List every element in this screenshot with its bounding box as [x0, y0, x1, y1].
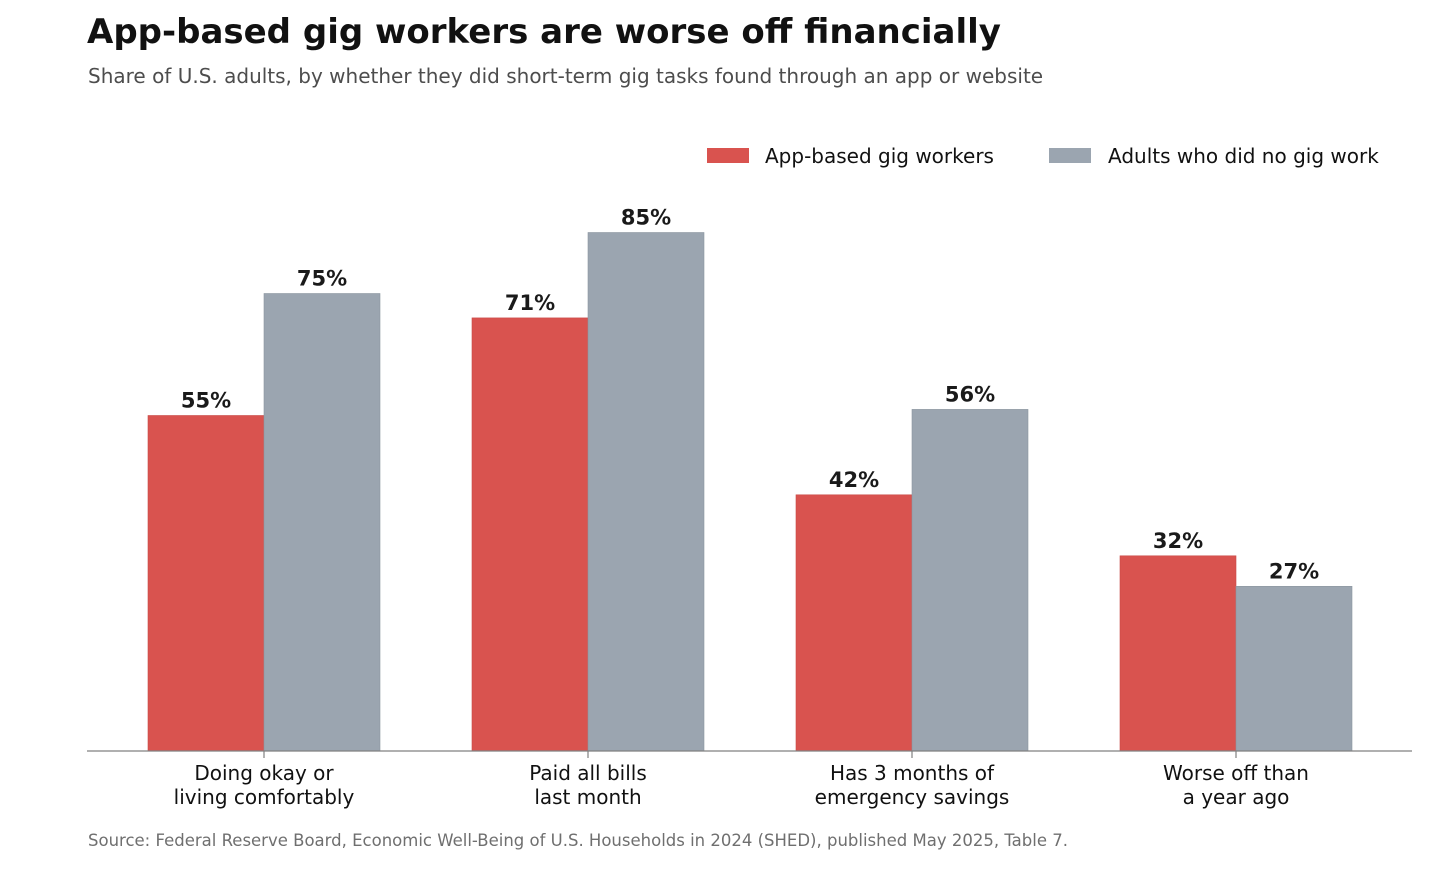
source-note: Source: Federal Reserve Board, Economic … [88, 831, 1068, 850]
x-tick-label-1: Paid all bills last month [529, 761, 647, 809]
data-label-no-gig-2: 56% [945, 382, 995, 406]
data-label-gig-2: 42% [829, 468, 879, 492]
x-tick-label-0: Doing okay or living comfortably [174, 761, 355, 809]
bar-no-gig-2 [911, 409, 1029, 752]
data-labels-group: 55% 71% 42% 32% 75% 85% 56% 27% [181, 206, 1319, 584]
legend: App-based gig workers Adults who did no g… [707, 144, 1379, 168]
data-label-no-gig-0: 75% [297, 267, 347, 291]
x-tick-label-2: Has 3 months of emergency savings [815, 761, 1010, 809]
legend-label-no-gig: Adults who did no gig work [1108, 144, 1379, 168]
x-tick-label-3: Worse off than a year ago [1163, 761, 1309, 809]
data-label-gig-3: 32% [1153, 529, 1203, 553]
legend-swatch-gig [707, 148, 749, 163]
chart-title: App-based gig workers are worse off fina… [87, 12, 1001, 52]
data-label-gig-0: 55% [181, 389, 231, 413]
data-label-gig-1: 71% [505, 291, 555, 315]
bar-no-gig-3 [1235, 585, 1353, 752]
bar-gig-1 [471, 317, 589, 752]
data-label-no-gig-3: 27% [1269, 559, 1319, 583]
bar-gig-0 [147, 415, 265, 752]
legend-swatch-no-gig [1049, 148, 1091, 163]
chart-subtitle: Share of U.S. adults, by whether they di… [88, 64, 1044, 88]
bar-no-gig-1 [587, 232, 705, 752]
bar-gig-3 [1119, 555, 1237, 752]
legend-label-gig: App-based gig workers [765, 144, 994, 168]
bar-no-gig-0 [263, 293, 381, 752]
x-axis-ticks: Doing okay or living comfortably Paid all … [174, 751, 1309, 809]
bar-gig-2 [795, 494, 913, 752]
data-label-no-gig-1: 85% [621, 206, 671, 230]
bars-group [147, 232, 1353, 752]
